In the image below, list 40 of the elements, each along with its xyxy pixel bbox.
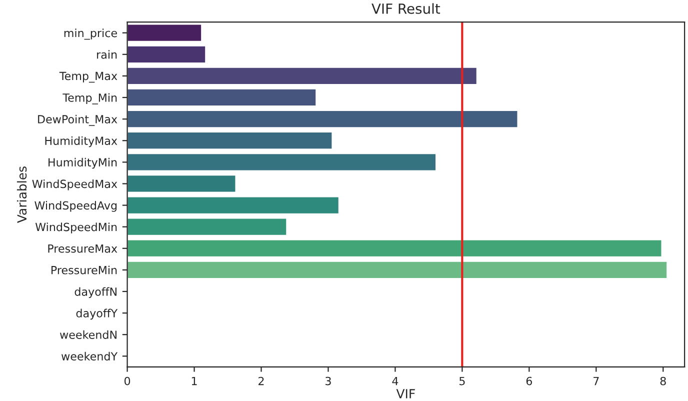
y-tick-label: dayoffY — [76, 308, 118, 320]
y-tick-label: rain — [97, 50, 117, 59]
y-tick-label: Temp_Min — [62, 93, 117, 104]
y-tick-label: weekendN — [60, 330, 116, 339]
y-tick-label: HumidityMin — [48, 158, 117, 169]
bar — [127, 24, 202, 42]
x-tick-label: 8 — [660, 376, 666, 386]
y-tick-label: HumidityMax — [45, 136, 118, 148]
x-axis-title: VIF — [396, 389, 415, 398]
bar — [127, 45, 206, 64]
y-tick-label: PressureMax — [48, 244, 118, 253]
y-tick-label: PressureMin — [52, 266, 117, 274]
x-tick-label: 4 — [392, 376, 398, 386]
x-tick-label: 2 — [258, 376, 264, 386]
y-tick-label: weekendY — [62, 352, 118, 361]
chart-title: VIF Result — [372, 3, 440, 14]
x-tick-label: 1 — [192, 376, 197, 386]
bar — [127, 66, 478, 86]
y-axis-title: Variables — [16, 166, 27, 223]
y-tick-label: dayoffN — [74, 287, 116, 298]
bar — [127, 260, 668, 280]
bar — [127, 174, 236, 193]
bar — [127, 239, 662, 258]
y-tick-label: WindSpeedMax — [32, 179, 118, 190]
x-tick-label: 6 — [526, 376, 532, 386]
y-tick-label: WindSpeedAvg — [34, 201, 117, 212]
y-tick-label: DewPoint_Max — [38, 114, 118, 126]
bar — [127, 196, 340, 214]
y-tick-label: min_price — [64, 28, 117, 40]
x-tick-label: 3 — [326, 376, 331, 386]
bar — [127, 152, 437, 172]
y-tick-label: Temp_Max — [59, 72, 118, 83]
x-tick-label: 7 — [594, 376, 599, 386]
bar — [127, 88, 317, 107]
y-tick-label: WindSpeedMin — [35, 222, 117, 234]
x-tick-label: 0 — [124, 376, 130, 386]
bar — [127, 218, 288, 236]
bar — [127, 110, 518, 128]
x-tick-label: 5 — [460, 376, 465, 386]
bar — [127, 131, 333, 150]
